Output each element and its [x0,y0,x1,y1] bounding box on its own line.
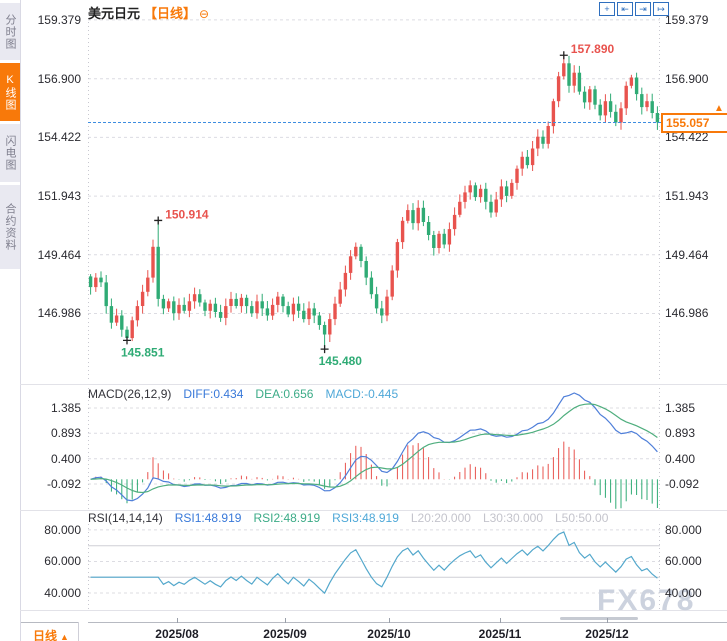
y-axis-label: 156.900 [665,72,709,86]
period-selector-label: 日线 [33,629,58,641]
price-annotation: 150.914 [165,207,209,221]
macd-hist-value: MACD:-0.445 [325,387,399,401]
current-price-tag: 155.057 [661,113,727,133]
axis-divider [78,622,79,641]
period-cell: 日线 ▲ [21,622,78,641]
y-axis-label: 40.000 [44,586,81,600]
rsi2-value: RSI2:48.919 [253,511,321,525]
y-axis-label: 154.422 [37,130,81,144]
rsi1-value: RSI1:48.919 [174,511,242,525]
x-axis-label: 2025/12 [585,627,629,641]
price-annotation: 145.851 [121,345,165,359]
candlestick-plot[interactable]: 157.890 150.914 145.851 145.480 [88,0,660,384]
pane-divider [20,384,727,385]
y-axis-left: 159.379 156.900 154.422 151.943 149.464 146.9… [20,0,84,641]
y-axis-label: 80.000 [44,523,81,537]
title-bar: 美元日元 【日线】 ⊖ [88,3,210,21]
y-axis-label: 159.379 [665,13,709,27]
y-axis-label: 0.893 [665,426,696,440]
x-axis-label: 2025/11 [478,627,522,641]
x-axis-tick [177,618,178,623]
jump-to-latest-icon[interactable]: ↦ [653,2,669,16]
period-tag: 【日线】 [144,6,197,21]
chevron-up-icon: ▲ [60,632,69,641]
price-marker-icon: ▲ [714,103,724,114]
y-axis-label: 146.986 [665,306,709,320]
rsi-plot[interactable] [88,522,660,611]
collapse-icon[interactable]: ⊖ [199,7,210,21]
y-axis-label: 151.943 [665,189,709,203]
y-axis-label: 0.893 [50,426,81,440]
y-axis-label: -0.092 [665,477,700,491]
y-axis-label: 0.400 [665,452,696,466]
y-axis-label: 149.464 [37,248,81,262]
pan-right-icon[interactable]: ⇥ [635,2,651,16]
rsi-header: RSI(14,14,14) RSI1:48.919 RSI2:48.919 RSI3:… [88,511,620,525]
rsi-l20-value: L20:20.000 [410,511,471,525]
y-axis-label: 40.000 [665,586,702,600]
price-annotation: 157.890 [571,42,615,56]
watermark: FX678 [597,584,696,617]
x-axis-label: 2025/10 [367,627,411,641]
y-axis-label: 149.464 [665,248,709,262]
sidebar: 分时图 K线图 闪电图 合约资料 [0,0,21,641]
pan-left-icon[interactable]: ⇤ [617,2,633,16]
crosshair-icon[interactable]: + [599,2,615,16]
macd-diff-value: DIFF:0.434 [183,387,244,401]
y-axis-label: 1.385 [665,401,696,415]
sidebar-tab-timeline[interactable]: 分时图 [0,3,20,60]
symbol-title: 美元日元 [88,6,141,21]
rsi-title: RSI(14,14,14) [88,511,163,525]
scrollbar-thumb[interactable] [560,617,638,620]
y-axis-label: 0.400 [50,452,81,466]
x-axis-tick [389,618,390,623]
sidebar-tab-contract-info[interactable]: 合约资料 [0,185,20,269]
chart-toolbar: + ⇤ ⇥ ↦ [597,2,669,16]
x-axis-tick [285,618,286,623]
y-axis-label: 156.900 [37,72,81,86]
period-selector[interactable]: 日线 ▲ [33,627,69,641]
pane-divider [20,510,727,511]
rsi-l30-value: L30:30.000 [482,511,543,525]
x-axis-label: 2025/08 [155,627,199,641]
macd-header: MACD(26,12,9) DIFF:0.434 DEA:0.656 MACD:-0.… [88,387,410,401]
rsi3-value: RSI3:48.919 [332,511,399,525]
rsi-l50-value: L50:50.00 [555,511,609,525]
y-axis-label: 80.000 [665,523,702,537]
y-axis-label: 146.986 [37,306,81,320]
x-axis-tick [500,618,501,623]
y-axis-label: 154.422 [665,130,709,144]
x-axis-tick [607,618,608,623]
current-price-line [88,122,661,123]
macd-plot[interactable] [88,386,660,512]
y-axis-label: 1.385 [50,401,81,415]
y-axis-label: 151.943 [37,189,81,203]
sidebar-tab-lightning[interactable]: 闪电图 [0,124,20,182]
y-axis-label: 159.379 [37,13,81,27]
y-axis-label: 60.000 [665,554,702,568]
y-axis-label: -0.092 [46,477,81,491]
x-axis: 2025/08 2025/09 2025/10 2025/11 2025/12 [88,618,727,641]
y-axis-right: 159.379 156.900 154.422 151.943 149.464 146.9… [663,0,727,641]
sidebar-tab-candlestick[interactable]: K线图 [0,63,20,121]
macd-dea-value: DEA:0.656 [255,387,314,401]
pane-divider [20,610,727,611]
price-annotation: 145.480 [319,354,363,368]
macd-title: MACD(26,12,9) [88,387,172,401]
x-axis-label: 2025/09 [263,627,307,641]
y-axis-label: 60.000 [44,554,81,568]
